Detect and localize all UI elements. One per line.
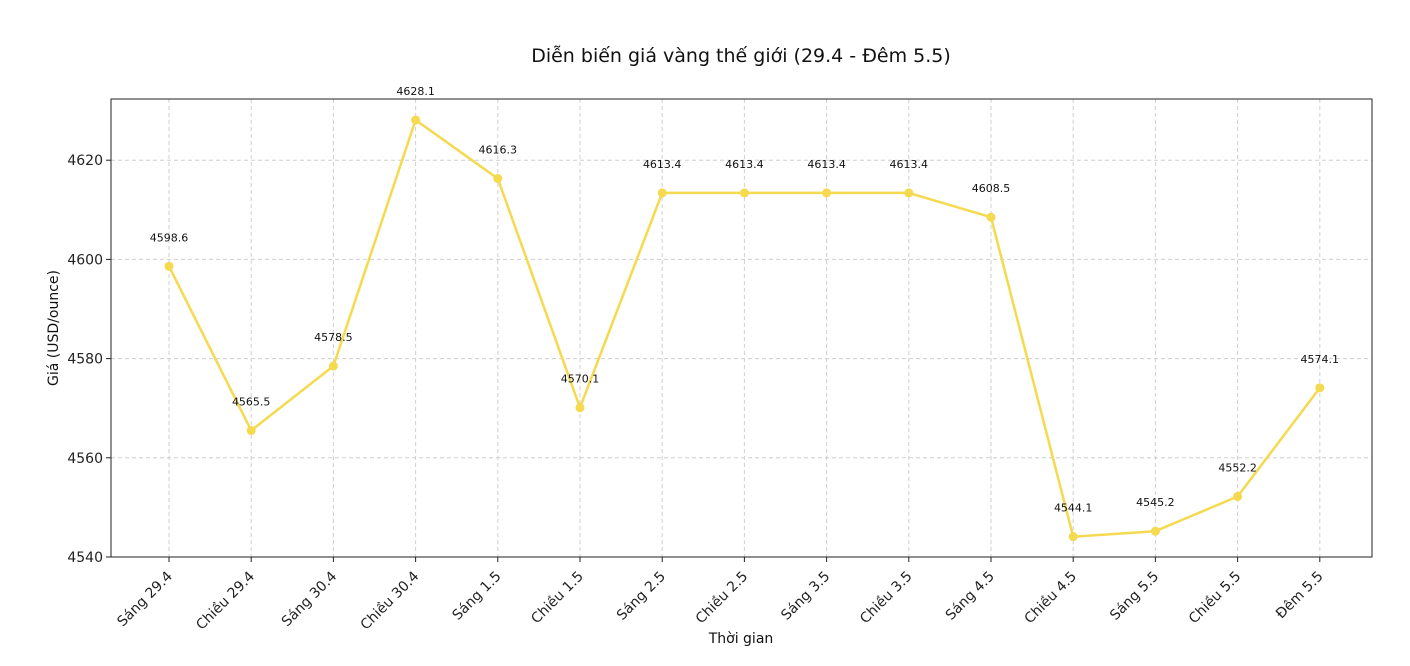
y-tick-label: 4600 <box>67 252 103 268</box>
data-point <box>246 426 256 436</box>
data-labels: 4598.6 4565.5 4578.5 4628.1 4616.3 4570.1 4613… <box>150 85 1339 515</box>
data-point <box>1150 526 1160 536</box>
x-tick-label: Chiều 29.4 <box>193 568 259 634</box>
x-tick-label: Sáng 3.5 <box>778 569 833 624</box>
data-label: 4628.1 <box>396 85 435 98</box>
x-tick-label: Chiều 5.5 <box>1185 568 1244 627</box>
data-label: 4613.4 <box>807 158 846 171</box>
x-tick-label: Chiều 1.5 <box>528 568 587 627</box>
x-tick-label: Sáng 4.5 <box>943 569 998 624</box>
y-tick-label: 4560 <box>67 451 103 467</box>
grid-lines <box>111 99 1372 558</box>
data-point <box>575 403 585 413</box>
data-label: 4565.5 <box>232 396 271 409</box>
chart-title: Diễn biến giá vàng thế giới (29.4 - Đêm … <box>531 44 951 67</box>
x-tick-label: Chiều 3.5 <box>856 568 915 627</box>
data-label: 4613.4 <box>890 158 929 171</box>
data-label: 4608.5 <box>972 182 1011 195</box>
x-tick-label: Sáng 29.4 <box>114 568 175 629</box>
data-label: 4598.6 <box>150 231 189 244</box>
x-axis-label: Thời gian <box>708 631 774 647</box>
y-axis-label: Giá (USD/ounce) <box>46 270 62 386</box>
y-axis-ticks: 4540 4560 4580 4600 4620 <box>67 153 111 566</box>
data-point <box>986 212 996 222</box>
plot-frame <box>110 98 1373 558</box>
x-tick-label: Sáng 1.5 <box>450 569 505 624</box>
data-point <box>822 188 832 198</box>
data-point <box>411 115 421 125</box>
data-label: 4613.4 <box>725 158 764 171</box>
data-points <box>164 115 1325 542</box>
data-point <box>657 188 667 198</box>
data-label: 4544.1 <box>1054 502 1093 515</box>
data-point <box>328 361 338 371</box>
data-point <box>1068 532 1078 542</box>
data-label: 4578.5 <box>314 331 353 344</box>
data-label: 4545.2 <box>1136 496 1175 509</box>
x-tick-label: Sáng 2.5 <box>614 569 669 624</box>
x-tick-label: Chiều 2.5 <box>692 568 751 627</box>
y-tick-label: 4620 <box>67 153 103 169</box>
data-point <box>493 174 503 184</box>
data-point <box>904 188 914 198</box>
data-label: 4552.2 <box>1218 461 1257 474</box>
x-tick-label: Chiều 30.4 <box>357 568 423 634</box>
x-axis-ticks: Sáng 29.4 Chiều 29.4 Sáng 30.4 Chiều 30.4 Sá… <box>114 557 1327 634</box>
y-tick-label: 4580 <box>67 352 103 368</box>
data-point <box>1233 491 1243 501</box>
data-label: 4613.4 <box>643 158 682 171</box>
y-tick-label: 4540 <box>67 550 103 566</box>
data-label: 4616.3 <box>479 144 518 157</box>
data-label: 4574.1 <box>1301 353 1340 366</box>
x-tick-label: Chiều 4.5 <box>1021 568 1080 627</box>
x-tick-label: Đêm 5.5 <box>1273 569 1327 623</box>
series-line <box>167 118 1321 539</box>
x-tick-label: Sáng 5.5 <box>1107 569 1162 624</box>
data-point <box>164 261 174 271</box>
data-point <box>1315 383 1325 393</box>
x-tick-label: Sáng 30.4 <box>279 568 340 629</box>
data-label: 4570.1 <box>561 373 600 386</box>
data-point <box>739 188 749 198</box>
